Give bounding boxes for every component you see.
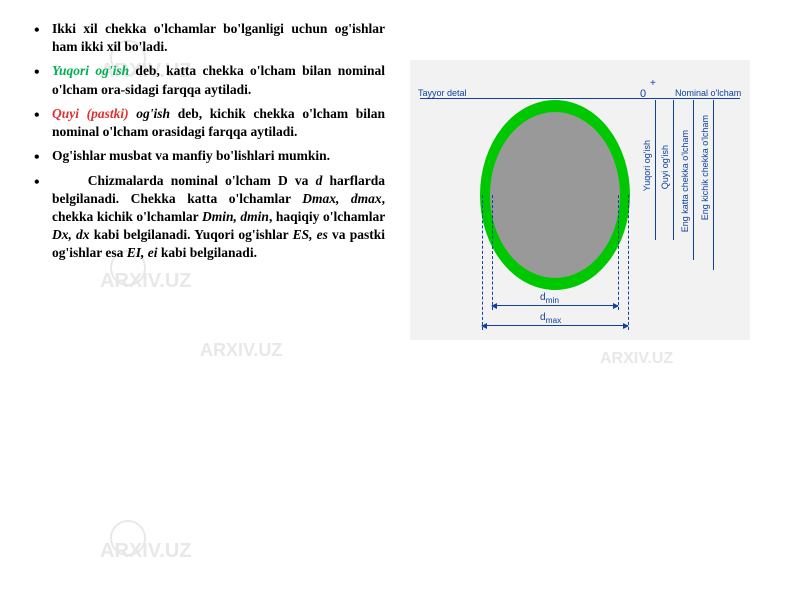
- label-plus: +: [650, 78, 656, 89]
- label-quyi-ogish: Quyi og'ish: [660, 145, 670, 189]
- ellipse-inner: [490, 112, 620, 278]
- extension-line: [492, 195, 493, 310]
- label-dmax: dmax: [540, 312, 561, 325]
- bullet-item-3: Quyi (pastki) og'ish deb, kichik chekka …: [30, 105, 385, 141]
- vertical-dim-line: [713, 100, 714, 270]
- bullet-list: Ikki xil chekka o'lchamlar bo'lganligi u…: [30, 20, 385, 263]
- text-italic: EI, ei: [127, 245, 158, 260]
- label-eng-katta: Eng katta chekka o'lcham: [680, 130, 690, 232]
- label-yuqori-ogish: Yuqori og'ish: [642, 140, 652, 191]
- text: kabi belgilanadi. Yuqori og'ishlar: [90, 227, 293, 242]
- bullet-item-2: Yuqori og'ish deb, katta chekka o'lcham …: [30, 62, 385, 98]
- label-dmin: dmin: [540, 292, 559, 305]
- bullet-item-5: Chizmalarda nominal o'lcham D va d harfl…: [30, 172, 385, 263]
- text-italic: Dmin, dmin: [202, 209, 269, 224]
- label-nominal: Nominal o'lcham: [675, 88, 741, 98]
- text-column: Ikki xil chekka o'lchamlar bo'lganligi u…: [30, 20, 400, 340]
- tolerance-diagram: Tayyor detal Nominal o'lcham 0 + dmin dm…: [410, 60, 750, 340]
- dimension-dmax: [482, 325, 628, 326]
- bullet-item-4: Og'ishlar musbat va manfiy bo'lishlari m…: [30, 147, 385, 165]
- text: Chizmalarda nominal o'lcham D va: [88, 173, 316, 188]
- diagram-column: Tayyor detal Nominal o'lcham 0 + dmin dm…: [400, 20, 760, 340]
- label-eng-kichik: Eng kichik chekka o'lcham: [700, 115, 710, 220]
- extension-line: [482, 195, 483, 330]
- text-italic: og'ish: [129, 106, 170, 121]
- extension-line: [618, 195, 619, 310]
- text-italic: Dmax, dmax: [302, 191, 381, 206]
- text: kabi belgilanadi.: [158, 245, 257, 260]
- text: , haqiqiy o'lchamlar: [269, 209, 385, 224]
- highlight-quyi: Quyi (pastki): [52, 106, 129, 121]
- vertical-dim-line: [673, 100, 674, 240]
- text-italic: Dx, dx: [52, 227, 90, 242]
- text-italic: ES, es: [293, 227, 328, 242]
- label-tayyor-detal: Tayyor detal: [418, 88, 467, 98]
- watermark-circle: [110, 520, 146, 556]
- zero-line: [420, 98, 740, 99]
- label-zero: 0: [640, 88, 646, 100]
- highlight-yuqori: Yuqori og'ish: [52, 63, 129, 78]
- main-container: Ikki xil chekka o'lchamlar bo'lganligi u…: [0, 0, 800, 360]
- vertical-dim-line: [655, 100, 656, 240]
- bullet-item-1: Ikki xil chekka o'lchamlar bo'lganligi u…: [30, 20, 385, 56]
- dimension-dmin: [492, 305, 618, 306]
- vertical-dim-line: [693, 100, 694, 260]
- extension-line: [628, 195, 629, 330]
